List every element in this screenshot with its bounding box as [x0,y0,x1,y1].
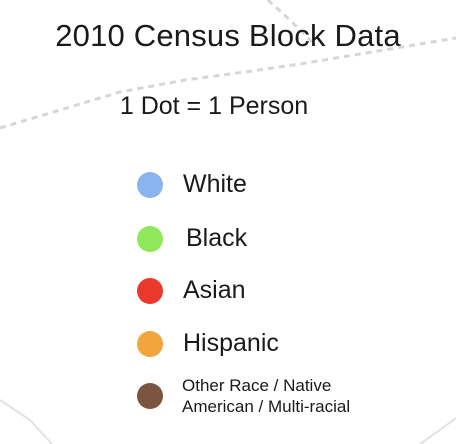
boundary-line-top [0,36,456,130]
other-race-dot-swatch [137,383,163,409]
map-road-lines [0,0,456,130]
legend-item-label: Hispanic [183,329,279,357]
legend-item-white: White [137,170,247,199]
legend-item-label-line2: American / Multi-racial [182,397,351,416]
legend-item-label: Other Race / Native American / Multi-rac… [182,375,422,417]
white-dot-swatch [137,171,163,198]
hispanic-dot-swatch [137,330,163,357]
legend-item-hispanic: Hispanic [137,329,279,358]
road-line-bottom-left [0,399,53,444]
legend-subtitle: 1 Dot = 1 Person [119,92,309,120]
legend-item-asian: Asian [137,276,246,305]
legend-item-label-line1: Other Race / Native [182,376,332,395]
legend-item-label: Asian [183,276,246,304]
legend-item-black: Black [137,224,247,253]
road-line-bottom-right [419,417,456,444]
legend-item-label: Black [186,224,248,252]
asian-dot-swatch [137,277,163,304]
legend-item-other: Other Race / Native American / Multi-rac… [137,375,422,417]
black-dot-swatch [137,225,163,252]
map-road-lines-bottom [0,399,456,444]
legend-title: 2010 Census Block Data [55,18,401,53]
legend-item-label: White [183,170,247,198]
